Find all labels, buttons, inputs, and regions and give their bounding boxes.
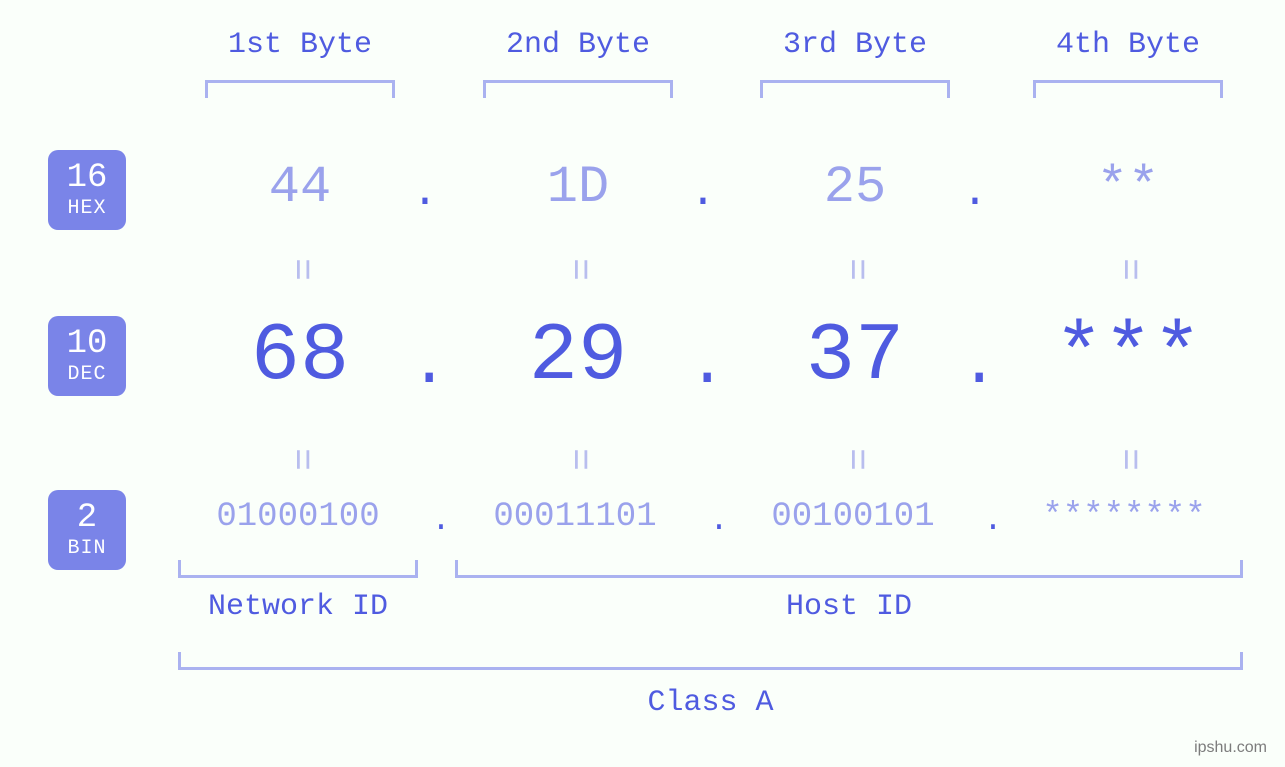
hex-byte-4: ** bbox=[1028, 158, 1228, 217]
dec-byte-3: 37 bbox=[755, 310, 955, 403]
badge-dec-name: DEC bbox=[67, 364, 106, 386]
badge-dec: 10 DEC bbox=[48, 316, 126, 396]
bin-dot-2: . bbox=[704, 502, 734, 539]
badge-bin-name: BIN bbox=[67, 538, 106, 560]
byte-header-2: 2nd Byte bbox=[478, 28, 678, 62]
badge-hex-name: HEX bbox=[67, 198, 106, 220]
eq-hex-dec-1: = bbox=[279, 250, 322, 290]
dec-dot-1: . bbox=[410, 330, 440, 402]
byte-bracket-4 bbox=[1033, 80, 1223, 98]
hex-dot-2: . bbox=[688, 168, 718, 218]
eq-hex-dec-3: = bbox=[834, 250, 877, 290]
label-host-id: Host ID bbox=[455, 590, 1243, 624]
eq-hex-dec-2: = bbox=[557, 250, 600, 290]
badge-dec-num: 10 bbox=[67, 326, 108, 363]
byte-bracket-2 bbox=[483, 80, 673, 98]
byte-header-3: 3rd Byte bbox=[755, 28, 955, 62]
eq-hex-dec-4: = bbox=[1107, 250, 1150, 290]
byte-header-1: 1st Byte bbox=[200, 28, 400, 62]
eq-dec-bin-4: = bbox=[1107, 440, 1150, 480]
dec-byte-2: 29 bbox=[478, 310, 678, 403]
dec-byte-1: 68 bbox=[200, 310, 400, 403]
bracket-host-id bbox=[455, 560, 1243, 578]
bin-byte-2: 00011101 bbox=[455, 498, 695, 536]
hex-byte-1: 44 bbox=[200, 158, 400, 217]
byte-bracket-1 bbox=[205, 80, 395, 98]
badge-bin: 2 BIN bbox=[48, 490, 126, 570]
byte-header-4: 4th Byte bbox=[1028, 28, 1228, 62]
eq-dec-bin-3: = bbox=[834, 440, 877, 480]
hex-dot-3: . bbox=[960, 168, 990, 218]
bracket-class bbox=[178, 652, 1243, 670]
dec-byte-4: *** bbox=[1028, 310, 1228, 403]
bin-byte-4: ******** bbox=[1004, 498, 1244, 536]
dec-dot-3: . bbox=[960, 330, 990, 402]
dec-dot-2: . bbox=[688, 330, 718, 402]
bin-dot-3: . bbox=[978, 502, 1008, 539]
eq-dec-bin-1: = bbox=[279, 440, 322, 480]
hex-byte-3: 25 bbox=[755, 158, 955, 217]
label-network-id: Network ID bbox=[178, 590, 418, 624]
label-class: Class A bbox=[178, 686, 1243, 720]
ip-diagram: 1st Byte 2nd Byte 3rd Byte 4th Byte 16 H… bbox=[0, 0, 1285, 767]
badge-hex: 16 HEX bbox=[48, 150, 126, 230]
bin-dot-1: . bbox=[426, 502, 456, 539]
bracket-network-id bbox=[178, 560, 418, 578]
hex-byte-2: 1D bbox=[478, 158, 678, 217]
bin-byte-3: 00100101 bbox=[733, 498, 973, 536]
bin-byte-1: 01000100 bbox=[178, 498, 418, 536]
eq-dec-bin-2: = bbox=[557, 440, 600, 480]
byte-bracket-3 bbox=[760, 80, 950, 98]
badge-hex-num: 16 bbox=[67, 160, 108, 197]
badge-bin-num: 2 bbox=[77, 500, 97, 537]
watermark: ipshu.com bbox=[1194, 739, 1267, 757]
hex-dot-1: . bbox=[410, 168, 440, 218]
